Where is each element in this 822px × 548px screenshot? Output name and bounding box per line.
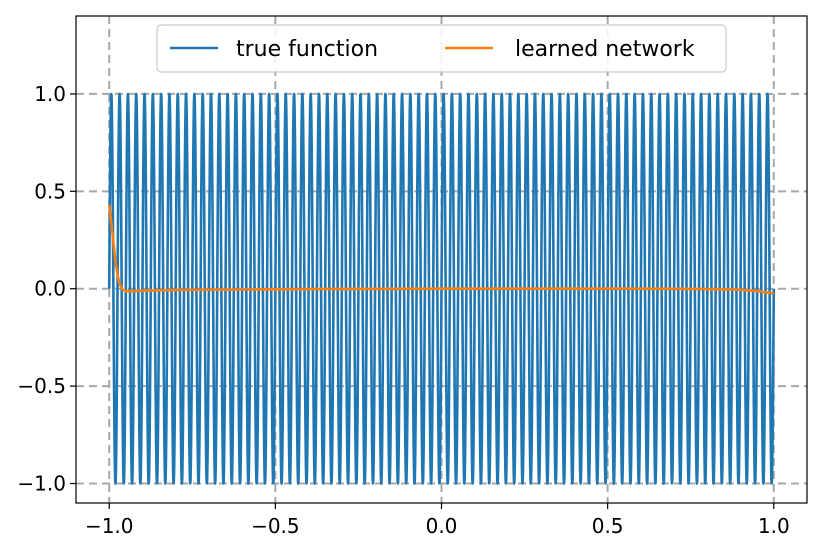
legend-label-true-function: true function [236,37,378,62]
y-tick-label: 0.0 [34,277,66,301]
x-tick-label: −1.0 [85,514,134,538]
legend-label-learned-network: learned network [515,37,695,62]
y-tick-label: 1.0 [34,82,66,106]
x-tick-label: 0.5 [592,514,624,538]
series-line-learned-network [107,204,774,295]
x-tick-label: 0.0 [426,514,458,538]
legend: true function learned network [156,24,727,73]
y-tick-label: 0.5 [34,179,66,203]
legend-box [156,24,727,73]
x-tick-label: 1.0 [758,514,790,538]
y-tick-label: −1.0 [17,472,66,496]
y-tick-label: −0.5 [17,374,66,398]
x-tick-label: −0.5 [251,514,300,538]
series-layer [107,92,776,485]
axes: −1.0 −0.5 0.0 0.5 1.0 −1.0 −0.5 0.0 0.5 1.0 [17,82,789,538]
